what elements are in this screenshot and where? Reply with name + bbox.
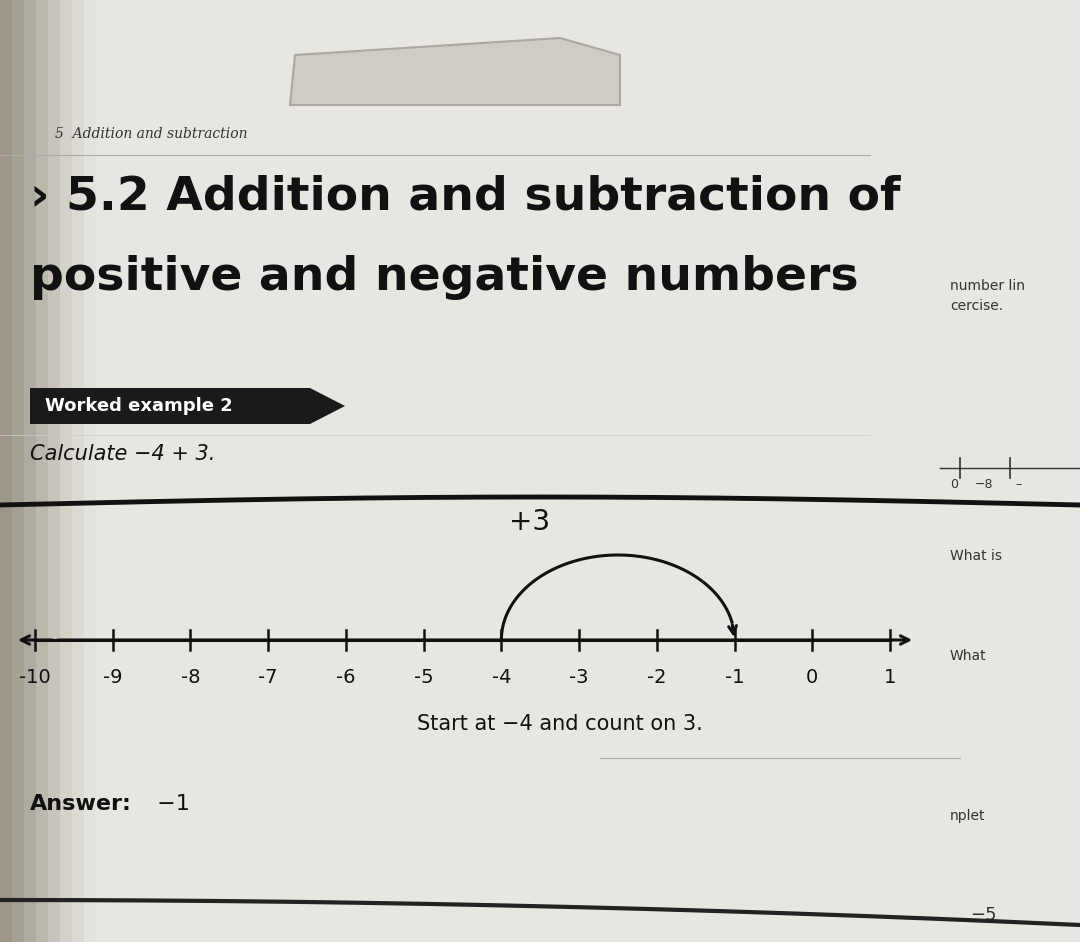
Text: -5: -5: [414, 668, 433, 687]
Bar: [0, 0, 48, 942]
Bar: [0, 0, 96, 942]
Text: nplet: nplet: [950, 809, 986, 823]
Text: -1: -1: [725, 668, 744, 687]
Text: –: –: [1015, 478, 1022, 491]
Text: -2: -2: [647, 668, 666, 687]
Text: 0: 0: [950, 478, 958, 491]
Text: Start at −4 and count on 3.: Start at −4 and count on 3.: [417, 714, 703, 734]
Bar: [0, 0, 12, 942]
Text: -4: -4: [491, 668, 511, 687]
Text: 0: 0: [806, 668, 819, 687]
Text: -8: -8: [180, 668, 200, 687]
Text: -3: -3: [569, 668, 589, 687]
Text: Worked example 2: Worked example 2: [45, 397, 233, 415]
Polygon shape: [291, 38, 620, 105]
Text: Calculate −4 + 3.: Calculate −4 + 3.: [30, 444, 215, 464]
Text: 5  Addition and subtraction: 5 Addition and subtraction: [55, 127, 247, 141]
Text: -9: -9: [103, 668, 122, 687]
Text: +3: +3: [510, 508, 551, 536]
Bar: [0, 0, 84, 942]
Text: What is: What is: [950, 549, 1002, 563]
Text: › 5.2 Addition and subtraction of: › 5.2 Addition and subtraction of: [30, 175, 901, 220]
Text: −1: −1: [150, 794, 190, 814]
Text: number lin: number lin: [950, 279, 1025, 293]
Bar: [0, 0, 72, 942]
Text: -6: -6: [336, 668, 355, 687]
Text: positive and negative numbers: positive and negative numbers: [30, 255, 859, 300]
Polygon shape: [30, 388, 345, 424]
Text: cercise.: cercise.: [950, 299, 1003, 313]
Text: 1: 1: [883, 668, 896, 687]
Text: What: What: [950, 649, 987, 663]
Text: −8: −8: [975, 478, 994, 491]
Text: Answer:: Answer:: [30, 794, 132, 814]
Bar: [0, 0, 24, 942]
Bar: [0, 0, 60, 942]
Text: -10: -10: [19, 668, 51, 687]
Bar: [0, 0, 36, 942]
Text: -7: -7: [258, 668, 278, 687]
Text: −5: −5: [970, 906, 997, 924]
